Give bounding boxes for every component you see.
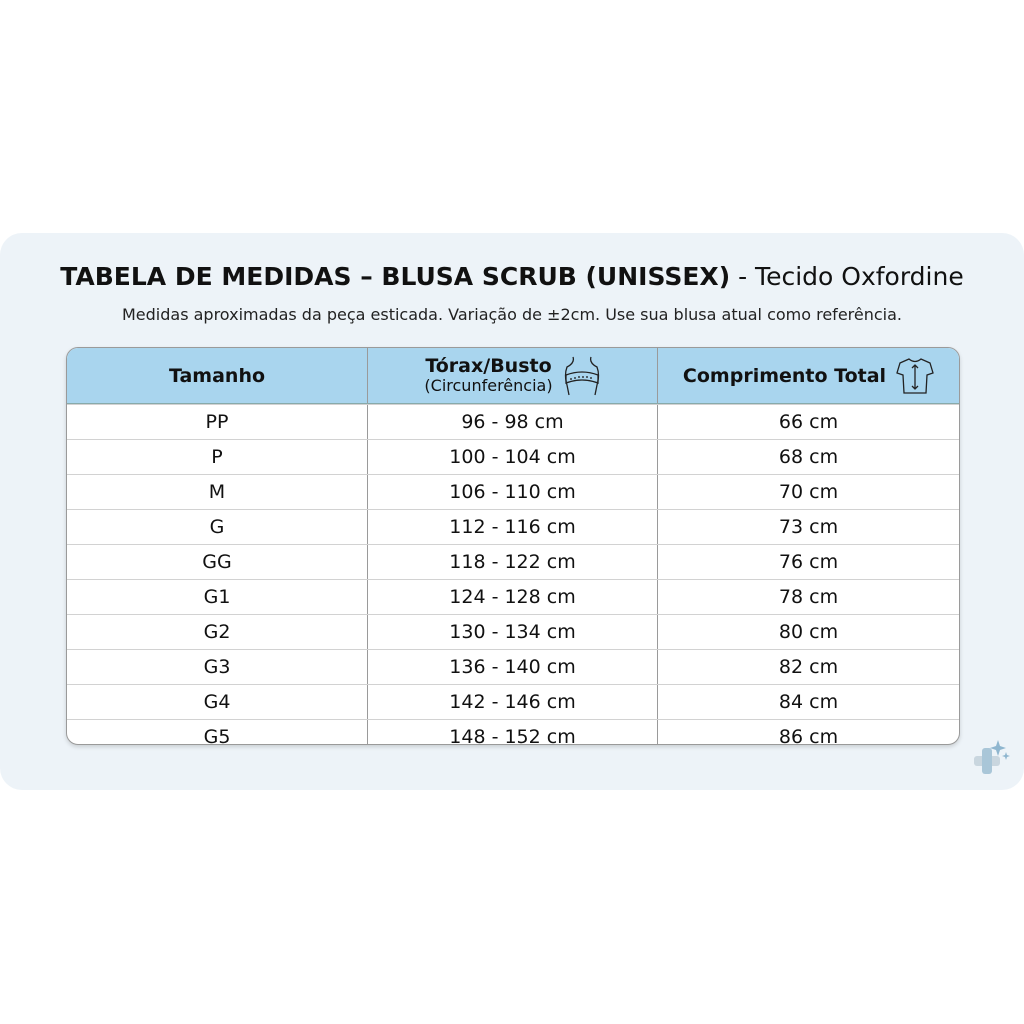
shirt-length-icon xyxy=(896,357,934,394)
title-light: - Tecido Oxfordine xyxy=(730,262,964,291)
cell-length: 82 cm xyxy=(657,650,959,684)
brand-logo-icon xyxy=(974,740,1010,774)
page-title: TABELA DE MEDIDAS – BLUSA SCRUB (UNISSEX… xyxy=(0,262,1024,291)
header-chest-sub: (Circunferência) xyxy=(424,375,553,395)
cell-size: M xyxy=(208,481,226,503)
cell-length: 84 cm xyxy=(657,685,959,719)
cell-chest: 130 - 134 cm xyxy=(367,615,657,649)
cell-chest: 136 - 140 cm xyxy=(367,650,657,684)
cell-chest: 100 - 104 cm xyxy=(367,440,657,474)
cell-chest: 106 - 110 cm xyxy=(367,475,657,509)
table-row: G5 148 - 152 cm 86 cm xyxy=(67,719,959,745)
cell-chest: 148 - 152 cm xyxy=(367,720,657,744)
table-row: PP 96 - 98 cm 66 cm xyxy=(67,404,959,439)
cell-chest: 124 - 128 cm xyxy=(367,580,657,614)
header-length: Comprimento Total xyxy=(657,348,959,403)
table-row: G 112 - 116 cm 73 cm xyxy=(67,509,959,544)
cell-chest: 118 - 122 cm xyxy=(367,545,657,579)
cell-length: 76 cm xyxy=(657,545,959,579)
cell-size: PP xyxy=(205,411,229,433)
cell-length: 66 cm xyxy=(657,405,959,439)
cell-length: 78 cm xyxy=(657,580,959,614)
cell-length: 73 cm xyxy=(657,510,959,544)
table-row: G3 136 - 140 cm 82 cm xyxy=(67,649,959,684)
cell-length: 80 cm xyxy=(657,615,959,649)
table-row: G1 124 - 128 cm 78 cm xyxy=(67,579,959,614)
size-table: Tamanho Tórax/Busto (Circunferência) Com… xyxy=(66,347,960,745)
cell-chest: 142 - 146 cm xyxy=(367,685,657,719)
cell-size: G4 xyxy=(203,691,231,713)
title-bold: TABELA DE MEDIDAS – BLUSA SCRUB (UNISSEX… xyxy=(60,262,731,291)
cell-length: 70 cm xyxy=(657,475,959,509)
cell-size: G2 xyxy=(203,621,231,643)
subtitle: Medidas aproximadas da peça esticada. Va… xyxy=(121,305,902,324)
cell-size: G3 xyxy=(203,656,231,678)
cell-length: 86 cm xyxy=(657,720,959,744)
cell-size: P xyxy=(211,446,223,468)
header-length-label: Comprimento Total xyxy=(682,364,887,387)
table-header: Tamanho Tórax/Busto (Circunferência) Com… xyxy=(67,348,959,404)
header-chest: Tórax/Busto (Circunferência) xyxy=(367,348,657,403)
header-chest-label: Tórax/Busto xyxy=(425,354,552,377)
cell-chest: 112 - 116 cm xyxy=(367,510,657,544)
table-row: P 100 - 104 cm 68 cm xyxy=(67,439,959,474)
table-row: G4 142 - 146 cm 84 cm xyxy=(67,684,959,719)
table-row: G2 130 - 134 cm 80 cm xyxy=(67,614,959,649)
measuring-tape-torso-icon xyxy=(564,356,599,395)
header-size: Tamanho xyxy=(168,364,266,387)
cell-chest: 96 - 98 cm xyxy=(367,405,657,439)
cell-length: 68 cm xyxy=(657,440,959,474)
cell-size: GG xyxy=(202,551,232,573)
table-row: GG 118 - 122 cm 76 cm xyxy=(67,544,959,579)
table-row: M 106 - 110 cm 70 cm xyxy=(67,474,959,509)
cell-size: G xyxy=(209,516,225,538)
cell-size: G5 xyxy=(203,726,231,745)
cell-size: G1 xyxy=(203,586,231,608)
